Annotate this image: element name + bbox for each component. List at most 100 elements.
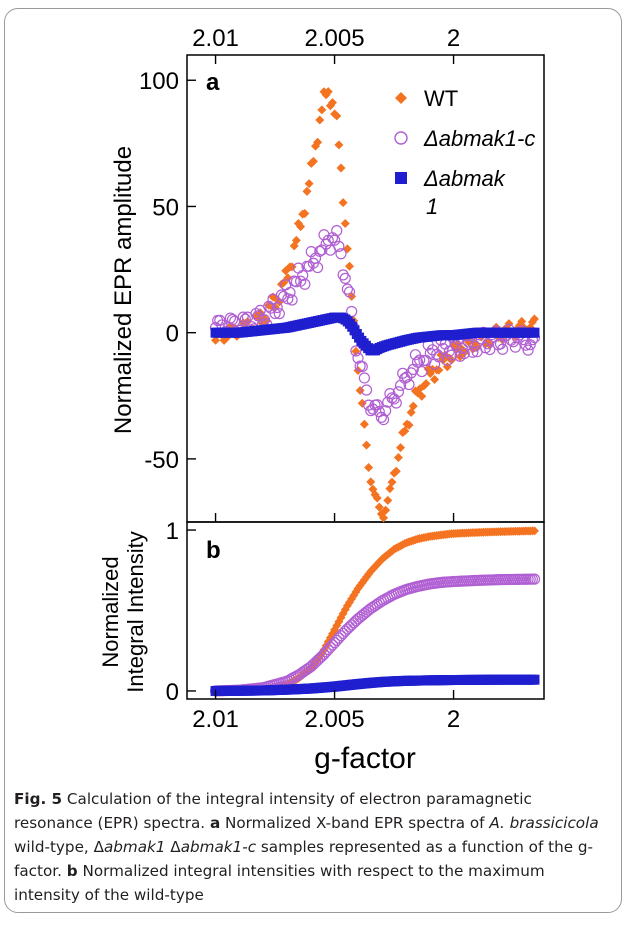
circle-marker-1	[252, 310, 264, 322]
legend-mut-label-line2: 1	[426, 194, 438, 219]
legend-comp-marker	[394, 131, 408, 145]
diamond-marker-0	[345, 261, 355, 271]
figure-frame	[4, 8, 622, 913]
panel-b-frame	[186, 521, 545, 700]
diamond-marker-0	[430, 374, 440, 384]
diamond-marker-0	[296, 222, 306, 232]
circle-marker-1	[316, 244, 328, 256]
circle-marker-1	[269, 307, 281, 320]
legend-mut-marker	[395, 172, 407, 184]
y-tick-label: -50	[144, 447, 179, 474]
circle-marker-1	[528, 573, 541, 585]
diamond-marker-0	[396, 443, 406, 453]
circle-marker-1	[403, 378, 415, 391]
panel-a-label: a	[206, 69, 220, 96]
circle-marker-1	[286, 294, 298, 306]
circle-marker-1	[392, 386, 405, 398]
circle-marker-1	[363, 399, 375, 411]
circle-marker-1	[271, 301, 283, 314]
circle-marker-1	[522, 344, 534, 356]
circle-marker-1	[284, 286, 296, 299]
diamond-marker-0	[408, 401, 418, 411]
circle-marker-1	[390, 397, 402, 409]
caption-species: A. brassicicola	[489, 814, 599, 832]
diamond-marker-0	[529, 526, 539, 536]
circle-marker-1	[237, 311, 249, 323]
circle-marker-1	[341, 283, 353, 295]
diamond-marker-0	[383, 495, 393, 505]
diamond-marker-0	[279, 278, 289, 288]
circle-marker-1	[307, 658, 319, 670]
diamond-marker-0	[379, 513, 389, 523]
diamond-marker-0	[404, 420, 414, 430]
caption-a-label: a	[209, 814, 221, 832]
caption-fig-label: Fig. 5	[14, 790, 63, 808]
diamond-marker-0	[291, 235, 301, 245]
diamond-marker-0	[340, 218, 350, 228]
circle-marker-1	[343, 621, 356, 633]
circle-marker-1	[299, 278, 311, 290]
diamond-marker-0	[211, 335, 221, 345]
circle-marker-1	[496, 343, 509, 355]
diamond-marker-0	[366, 477, 376, 487]
diamond-marker-0	[302, 186, 312, 196]
circle-marker-1	[401, 371, 413, 383]
x-tick-label: 2.01	[192, 706, 239, 733]
diamond-marker-0	[334, 140, 344, 150]
circle-marker-1	[348, 617, 360, 629]
diamond-marker-0	[300, 208, 310, 218]
circle-marker-1	[297, 269, 309, 282]
caption-text-6: Normalized integral intensities with res…	[14, 862, 545, 904]
circle-marker-1	[337, 269, 349, 281]
circle-marker-1	[331, 225, 343, 237]
diamond-marker-0	[529, 314, 539, 324]
circle-marker-1	[356, 360, 368, 373]
circle-marker-1	[358, 372, 370, 384]
circle-marker-1	[314, 652, 326, 664]
diamond-marker-0	[332, 111, 342, 121]
square-marker-2	[529, 327, 540, 338]
circle-marker-1	[339, 625, 351, 637]
x-axis-label: g-factor	[314, 742, 416, 775]
diamond-marker-0	[417, 391, 427, 401]
caption-b-label: b	[66, 862, 78, 880]
circle-marker-1	[282, 293, 294, 305]
legend-mut-label: Δabmak	[423, 166, 506, 191]
circle-marker-1	[416, 365, 428, 378]
diamond-marker-0	[323, 87, 333, 97]
x-top-tick-label: 2.005	[305, 25, 365, 52]
diamond-marker-0	[434, 365, 444, 375]
square-marker-2	[529, 674, 540, 685]
circle-marker-1	[482, 338, 494, 350]
circle-marker-1	[314, 245, 326, 257]
diamond-marker-0	[359, 419, 369, 429]
circle-marker-1	[458, 347, 470, 360]
diamond-marker-0	[372, 493, 382, 503]
panel-a-marks	[209, 87, 541, 523]
circle-marker-1	[226, 313, 239, 326]
circle-marker-1	[382, 396, 394, 408]
caption-text-5: samples represented as a function of the…	[14, 838, 594, 880]
circle-marker-1	[520, 339, 532, 351]
diamond-marker-0	[336, 163, 346, 173]
panel-b-ylabel-line2: Integral Intensity	[123, 531, 148, 692]
y-tick-label: 0	[166, 321, 179, 348]
diamond-marker-0	[304, 179, 314, 189]
circle-marker-1	[414, 354, 426, 366]
circle-marker-1	[346, 619, 358, 631]
diamond-marker-0	[374, 502, 384, 512]
legend-wt-label: WT	[424, 86, 458, 111]
diamond-marker-0	[362, 440, 372, 450]
diamond-marker-0	[315, 115, 325, 125]
circle-marker-1	[339, 272, 351, 284]
caption-text-2: Normalized X-band EPR spectra of	[220, 814, 490, 832]
diamond-marker-0	[504, 319, 514, 329]
circle-marker-1	[312, 654, 324, 666]
legend-wt-marker	[395, 92, 407, 104]
diamond-marker-0	[327, 98, 337, 108]
caption-text-3: wild-type, Δ	[14, 838, 104, 856]
x-tick-label: 2	[447, 706, 460, 733]
diamond-marker-0	[393, 452, 403, 462]
diamond-marker-0	[338, 198, 348, 208]
circle-marker-1	[350, 615, 362, 627]
